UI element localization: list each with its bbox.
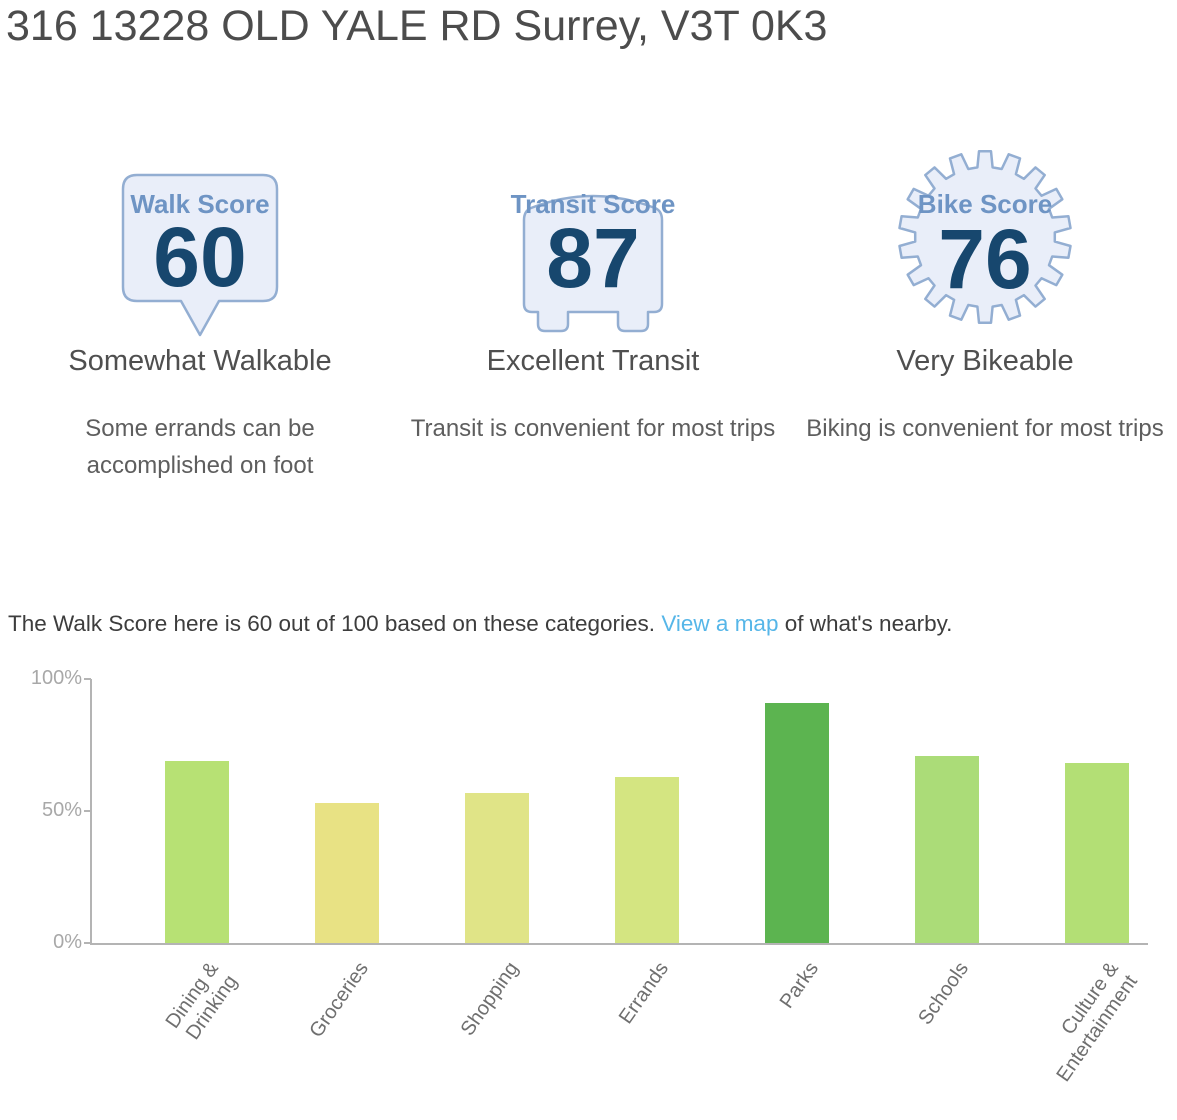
y-tick-0: 0% (53, 931, 82, 953)
bar-schools (915, 756, 979, 943)
bike-score-section: Bike Score 76 Very Bikeable Biking is co… (790, 140, 1177, 610)
x-label-parks: Parks (775, 958, 824, 1013)
bar-errands (615, 777, 679, 943)
walk-score-value: 60 (153, 210, 247, 304)
transit-score-rating: Excellent Transit (486, 345, 700, 377)
bike-score-rating: Very Bikeable (896, 345, 1074, 377)
x-label-culture-entertainment: Culture & Entertainment (1052, 958, 1142, 1086)
y-tick-mark (84, 810, 91, 812)
x-label-errands: Errands (614, 958, 674, 1028)
view-map-link[interactable]: View a map (661, 611, 779, 636)
x-label-shopping: Shopping (456, 958, 524, 1040)
bar-dining-drinking (165, 761, 229, 943)
transit-score-description: Transit is convenient for most trips (410, 415, 776, 442)
x-label-groceries: Groceries (305, 958, 374, 1042)
y-tick-50: 50% (41, 799, 82, 821)
walk-score-rating: Somewhat Walkable (68, 345, 332, 377)
blurb-text-after: of what's nearby. (778, 611, 953, 636)
walk-score-badge: Walk Score 60 (115, 167, 285, 347)
transit-score-section: Transit Score 87 Excellent Transit Trans… (398, 140, 788, 610)
transit-score-value: 87 (546, 211, 640, 305)
gear-icon (898, 149, 1072, 325)
y-tick-mark (84, 678, 91, 680)
bar-culture-entertainment (1065, 763, 1129, 943)
bike-score-value: 76 (938, 212, 1032, 306)
bar-groceries (315, 803, 379, 943)
y-tick-100: 100% (30, 667, 82, 689)
speech-bubble-icon (121, 173, 279, 337)
walk-score-description: Some errands can be accomplished on foot (85, 415, 315, 479)
walkscore-blurb: The Walk Score here is 60 out of 100 bas… (8, 611, 952, 637)
page-title: 316 13228 OLD YALE RD Surrey, V3T 0K3 (6, 2, 828, 50)
transit-score-label: Transit Score (510, 189, 676, 219)
chart-y-axis (90, 679, 92, 945)
bike-score-badge: Bike Score 76 (895, 147, 1075, 327)
blurb-text-before: The Walk Score here is 60 out of 100 bas… (8, 611, 662, 636)
x-label-dining-drinking: Dining & Drinking (161, 958, 242, 1044)
walk-score-section: Walk Score 60 Somewhat Walkable Some err… (5, 140, 395, 610)
bar-parks (765, 703, 829, 943)
walk-score-label: Walk Score (130, 189, 270, 219)
bike-score-label: Bike Score (917, 189, 1053, 219)
chart-x-axis (90, 943, 1148, 945)
y-tick-mark (84, 942, 91, 944)
x-label-schools: Schools (914, 958, 974, 1029)
transit-score-badge: Transit Score 87 (508, 162, 678, 337)
bus-icon (522, 194, 664, 333)
bar-shopping (465, 793, 529, 943)
bike-score-description: Biking is convenient for most trips (806, 415, 1164, 442)
